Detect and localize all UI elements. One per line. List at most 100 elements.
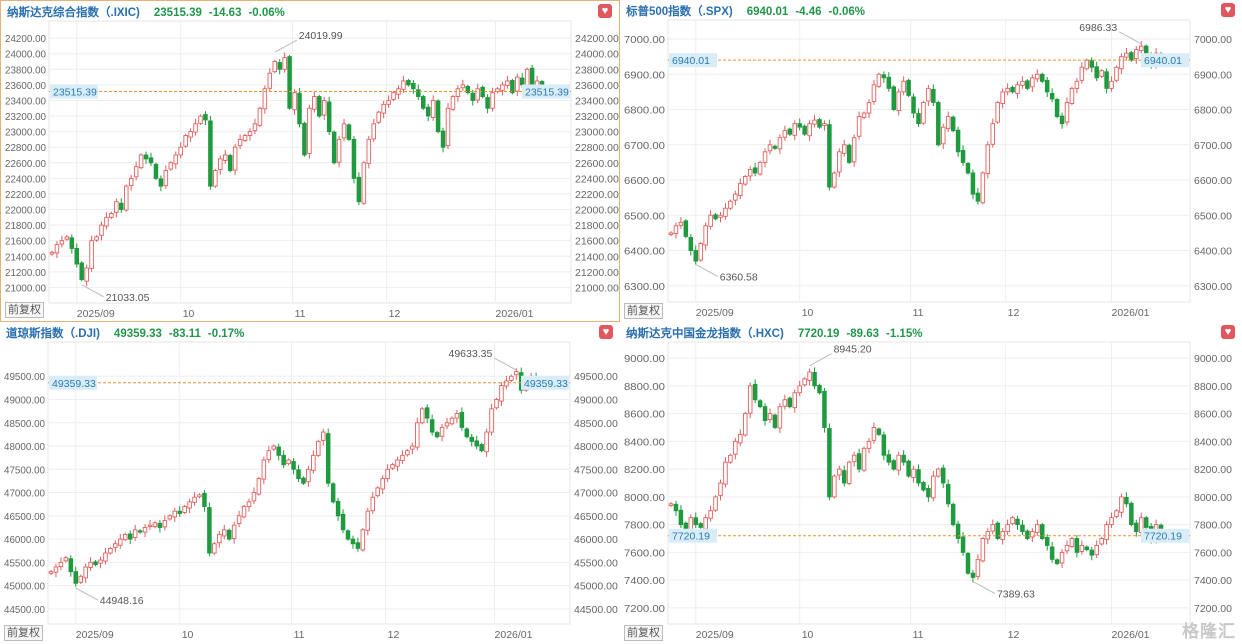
candle-down	[411, 82, 416, 90]
candle-down	[931, 88, 936, 103]
candle-up	[980, 538, 986, 562]
candle-up	[360, 529, 366, 551]
chart-header: 标普500指数（.SPX) 6940.01 -4.46 -0.06%	[626, 3, 872, 19]
candle-down	[822, 390, 827, 428]
candle-down	[678, 509, 684, 526]
candle-up	[322, 100, 327, 116]
plot-area	[48, 20, 572, 304]
chart-panel-hxc[interactable]: 7200.00 7200.00 7400.00 7400.00 7600.00 7600.…	[620, 322, 1242, 644]
candle-up	[494, 399, 499, 409]
candle-up	[257, 107, 263, 126]
y-tick-label-right: 7200.00	[1194, 603, 1232, 615]
chart-panel-dji[interactable]: 44500.00 44500.00 45000.00 45000.00 45500.00…	[0, 322, 620, 644]
y-tick-label-right: 23400.00	[575, 95, 619, 107]
y-tick-label-left: 48000.00	[4, 441, 45, 453]
candle-up	[311, 454, 316, 471]
y-tick-label-left: 21800.00	[5, 220, 46, 232]
candle-down	[886, 76, 892, 89]
candle-up	[832, 475, 837, 498]
low-mark-label: 21033.05	[106, 292, 150, 304]
candle-down	[698, 523, 703, 528]
candle-down	[876, 428, 882, 435]
favorite-heart-icon[interactable]: ♥	[1221, 3, 1235, 17]
candle-up	[841, 144, 847, 154]
candle-down	[459, 412, 465, 428]
chart-panel-spx[interactable]: 6300.00 6300.00 6400.00 6400.00 6500.00 6500.…	[620, 0, 1242, 322]
adjust-button[interactable]: 前复权	[4, 625, 43, 641]
candle-down	[79, 262, 84, 281]
candle-down	[1049, 92, 1055, 100]
x-tick-label: 2026/01	[495, 629, 533, 641]
candle-up	[188, 131, 193, 138]
candle-down	[326, 101, 332, 133]
candle-down	[1089, 549, 1095, 556]
candle-down	[277, 62, 282, 70]
y-tick-label-left: 6500.00	[624, 210, 665, 222]
candle-down	[886, 454, 892, 463]
candle-up	[733, 193, 738, 201]
y-tick-label-right: 8600.00	[1194, 409, 1232, 421]
y-tick-label-left: 49000.00	[4, 395, 45, 407]
y-tick-label-right: 22600.00	[575, 158, 619, 170]
candle-up	[242, 135, 248, 141]
favorite-heart-icon[interactable]: ♥	[599, 325, 613, 339]
adjust-button[interactable]: 前复权	[624, 625, 663, 641]
candlestick-chart[interactable]: 44500.00 44500.00 45000.00 45000.00 45500.00…	[0, 322, 620, 644]
candle-down	[297, 92, 302, 125]
candle-down	[817, 119, 822, 128]
candle-down	[1025, 80, 1030, 89]
favorite-heart-icon[interactable]: ♥	[1221, 325, 1235, 339]
candlestick-chart[interactable]: 21000.00 21000.00 21200.00 21200.00 21400.00…	[1, 1, 621, 323]
candle-up	[365, 510, 371, 531]
candle-up	[1005, 524, 1010, 533]
candle-up	[762, 151, 768, 163]
candle-up	[1005, 87, 1010, 93]
candle-down	[1134, 522, 1139, 533]
candle-down	[881, 74, 887, 79]
last-price-tag-left	[669, 53, 717, 68]
candle-up	[1079, 545, 1085, 552]
candle-down	[817, 384, 822, 394]
candle-down	[510, 80, 515, 94]
candle-up	[286, 459, 291, 465]
favorite-heart-icon[interactable]: ♥	[598, 4, 612, 18]
candle-up	[400, 454, 405, 461]
x-tick-label: 2026/01	[1112, 629, 1150, 641]
index-name: 纳斯达克中国金龙指数（.HXC)	[626, 328, 784, 340]
low-mark-label: 6360.58	[720, 271, 758, 283]
x-tick-label: 12	[388, 629, 400, 641]
candle-down	[1084, 546, 1090, 551]
adjust-button[interactable]: 前复权	[5, 302, 44, 318]
last-price-label-left: 23515.39	[53, 86, 97, 98]
candle-down	[291, 461, 296, 470]
candlestick-chart[interactable]: 7200.00 7200.00 7400.00 7400.00 7600.00 7600.…	[620, 322, 1242, 644]
candle-up	[439, 426, 445, 437]
candle-down	[827, 428, 832, 498]
candle-up	[420, 408, 425, 424]
candle-up	[1124, 52, 1129, 58]
candlestick-chart[interactable]: 6300.00 6300.00 6400.00 6400.00 6500.00 6500.…	[620, 0, 1242, 322]
chart-panel-ixic[interactable]: 21000.00 21000.00 21200.00 21200.00 21400.00…	[0, 0, 620, 322]
candle-up	[430, 100, 436, 119]
candle-down	[356, 176, 362, 203]
candle-down	[688, 237, 694, 251]
candle-down	[434, 432, 440, 438]
high-mark-leader	[1119, 31, 1142, 45]
index-change: -89.63	[846, 328, 879, 340]
adjust-button[interactable]: 前复权	[624, 303, 663, 319]
y-tick-label-right: 6500.00	[1194, 210, 1232, 222]
chart-header: 道琼斯指数（.DJI) 49359.33 -83.11 -0.17%	[6, 325, 251, 341]
candle-down	[406, 80, 411, 86]
candle-up	[807, 123, 812, 137]
candle-down	[301, 477, 306, 484]
candle-down	[955, 129, 961, 153]
candle-up	[1020, 80, 1025, 86]
candle-up	[1064, 102, 1070, 123]
x-tick-label: 2025/09	[696, 629, 734, 641]
candle-up	[1079, 66, 1085, 81]
index-change: -14.63	[208, 7, 242, 19]
y-tick-label-right: 7000.00	[1194, 34, 1232, 46]
candle-up	[866, 102, 872, 114]
candle-down	[325, 433, 331, 484]
candle-up	[449, 417, 455, 425]
